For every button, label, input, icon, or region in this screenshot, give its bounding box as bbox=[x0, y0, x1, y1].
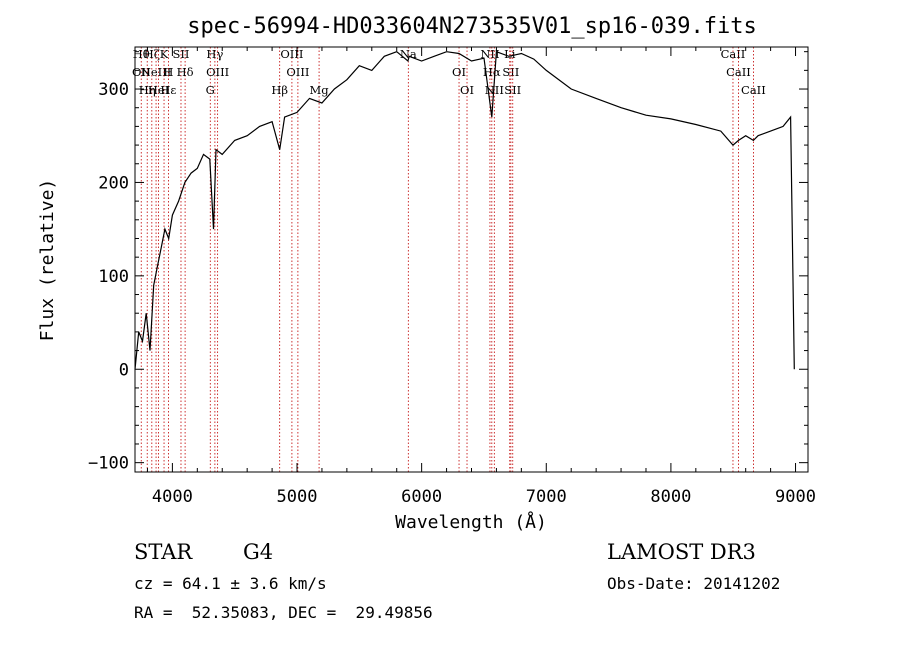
line-marker-label: Li bbox=[504, 47, 516, 61]
line-marker-label: OIII bbox=[280, 47, 303, 61]
x-tick-label: 4000 bbox=[152, 487, 193, 507]
x-tick-label: 9000 bbox=[775, 487, 816, 507]
chart-title: spec-56994-HD033604N273535V01_sp16-039.f… bbox=[187, 14, 757, 39]
y-tick-label: 0 bbox=[119, 360, 129, 380]
x-axis-label: Wavelength (Å) bbox=[395, 511, 547, 533]
redshift-cz: cz = 64.1 ± 3.6 km/s bbox=[134, 574, 327, 593]
ra-dec: RA = 52.35083, DEC = 29.49856 bbox=[134, 603, 433, 622]
y-tick-label: 100 bbox=[98, 267, 129, 287]
line-marker-label: Hβ bbox=[271, 83, 288, 97]
line-marker-label: G bbox=[206, 83, 215, 97]
line-marker-label: OII bbox=[132, 65, 151, 79]
y-tick-label: −100 bbox=[88, 454, 129, 474]
line-marker-label: H bbox=[163, 65, 173, 79]
line-marker-label: OIII bbox=[286, 65, 309, 79]
survey-name: LAMOST DR3 bbox=[607, 540, 756, 564]
obs-date: Obs-Date: 20141202 bbox=[607, 574, 781, 593]
y-axis-label: Flux (relative) bbox=[37, 179, 58, 342]
line-marker-label: Hθ bbox=[133, 47, 150, 61]
x-tick-label: 8000 bbox=[650, 487, 691, 507]
line-marker-label: CaII bbox=[721, 47, 746, 61]
x-tick-label: 7000 bbox=[526, 487, 567, 507]
line-marker-label: CaII bbox=[741, 83, 766, 97]
line-marker-label: Hζ bbox=[144, 47, 160, 61]
x-axis: 4000 5000 6000 7000 8000 9000 bbox=[146, 47, 816, 507]
y-tick-label: 200 bbox=[98, 173, 129, 193]
line-marker-label: Hα bbox=[483, 65, 501, 79]
line-marker-label: NII bbox=[480, 47, 499, 61]
line-marker-label: OI bbox=[460, 83, 474, 97]
plot-frame bbox=[134, 46, 809, 473]
line-marker-label: CaII bbox=[726, 65, 751, 79]
line-marker-label: SII bbox=[502, 65, 519, 79]
line-marker-label: SII bbox=[173, 47, 190, 61]
x-tick-label: 5000 bbox=[277, 487, 318, 507]
object-class: STAR bbox=[134, 540, 193, 564]
spectrum-line bbox=[134, 50, 795, 370]
line-marker-label: K bbox=[160, 47, 169, 61]
line-marker-label: OI bbox=[452, 65, 466, 79]
x-tick-label: 6000 bbox=[401, 487, 442, 507]
line-marker-label: OIII bbox=[206, 65, 229, 79]
line-marker-label: Hδ bbox=[177, 65, 194, 79]
line-markers: HθOIIHηHζNeIIIHeIKHHεSIIHδGHγOIIIHβOIIIO… bbox=[132, 47, 766, 472]
line-marker-label: Hε bbox=[160, 83, 176, 97]
line-marker-label: Mg bbox=[310, 83, 330, 97]
y-tick-label: 300 bbox=[98, 80, 129, 100]
line-marker-label: Hγ bbox=[206, 47, 223, 61]
object-subclass: G4 bbox=[243, 540, 274, 564]
line-marker-label: SII bbox=[504, 83, 521, 97]
y-axis: −100 0 100 200 300 bbox=[88, 51, 808, 474]
